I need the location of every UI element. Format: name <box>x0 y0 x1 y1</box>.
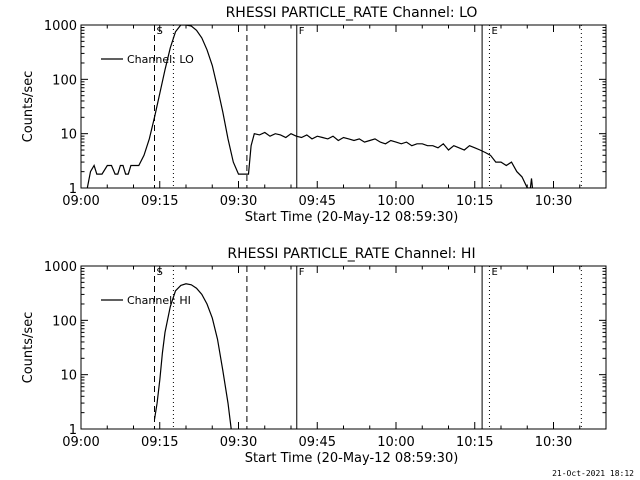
x-axis-label: Start Time (20-May-12 08:59:30) <box>245 210 459 225</box>
y-tick-label: 1 <box>69 423 77 438</box>
series-line <box>86 25 533 188</box>
plot-frame <box>80 24 607 189</box>
y-tick-label: 1000 <box>44 19 77 34</box>
panel-hi: RHESSI PARTICLE_RATE Channel: HI 1 10 100 10… <box>21 246 607 466</box>
x-tick-label: 09:15 <box>141 435 178 450</box>
y-tick-label: 100 <box>52 314 77 329</box>
y-axis-label: Counts/sec <box>21 312 36 384</box>
x-axis-label: Start Time (20-May-12 08:59:30) <box>245 451 459 466</box>
marker-label: F <box>299 267 305 278</box>
x-tick-label: 09:30 <box>220 435 257 450</box>
x-tick-label: 09:15 <box>141 194 178 209</box>
x-tick-label: 10:30 <box>535 435 572 450</box>
marker-label: E <box>491 267 497 278</box>
x-tick-label: 09:45 <box>299 435 336 450</box>
x-tick-label: 10:00 <box>377 435 414 450</box>
x-tick-label: 10:30 <box>535 194 572 209</box>
marker-label: E <box>491 26 497 37</box>
series-line <box>153 283 232 429</box>
x-tick-label: 09:30 <box>220 194 257 209</box>
x-tick-label: 10:00 <box>377 194 414 209</box>
x-tick-label: 09:00 <box>62 435 99 450</box>
panel-lo: RHESSI PARTICLE_RATE Channel: LO 1 10 100 10… <box>21 5 607 225</box>
y-tick-label: 10 <box>60 369 77 384</box>
marker-label: S <box>157 267 163 278</box>
plot-frame <box>80 265 607 430</box>
y-tick-label: 100 <box>52 73 77 88</box>
x-tick-label: 10:15 <box>456 435 493 450</box>
chart-title: RHESSI PARTICLE_RATE Channel: LO <box>226 5 478 21</box>
x-tick-label: 09:45 <box>299 194 336 209</box>
footer-timestamp: 21-Oct-2021 18:12 <box>552 469 634 478</box>
legend-label: Channel: LO <box>127 53 194 66</box>
x-tick-label: 09:00 <box>62 194 99 209</box>
chart-title: RHESSI PARTICLE_RATE Channel: HI <box>227 246 475 262</box>
marker-label: F <box>299 26 305 37</box>
legend-label: Channel: HI <box>127 294 191 307</box>
marker-label: S <box>157 26 163 37</box>
y-axis-label: Counts/sec <box>21 71 36 143</box>
y-tick-label: 1000 <box>44 260 77 275</box>
y-tick-label: 1 <box>69 182 77 197</box>
series-line-segment <box>529 178 534 188</box>
y-tick-label: 10 <box>60 128 77 143</box>
x-tick-label: 10:15 <box>456 194 493 209</box>
